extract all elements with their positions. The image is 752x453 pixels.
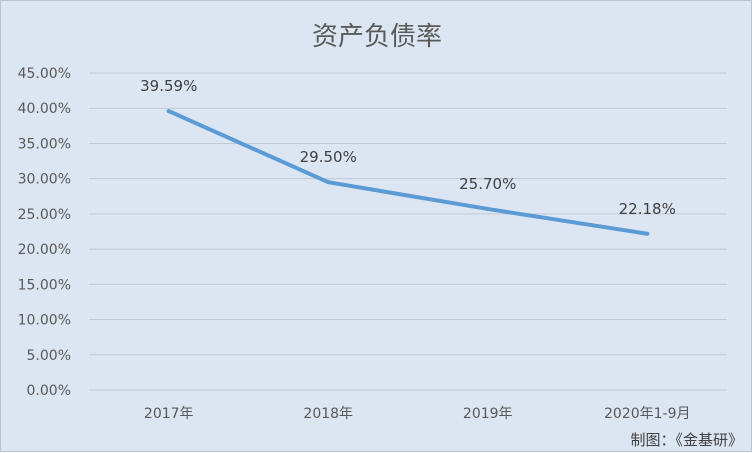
x-axis-ticks: 2017年 2018年 2019年 2020年1-9月 xyxy=(144,406,691,422)
y-tick-label: 20.00% xyxy=(18,242,71,258)
y-tick-label: 25.00% xyxy=(18,207,71,223)
data-label: 25.70% xyxy=(459,175,516,193)
data-point xyxy=(485,206,490,211)
y-tick-label: 15.00% xyxy=(18,277,71,293)
data-label: 39.59% xyxy=(140,77,197,95)
data-point xyxy=(166,109,171,114)
data-labels: 39.59% 29.50% 25.70% 22.18% xyxy=(140,77,676,218)
series-layer xyxy=(166,109,650,236)
y-tick-label: 5.00% xyxy=(27,348,71,364)
x-tick-label: 2018年 xyxy=(303,406,353,422)
y-tick-label: 45.00% xyxy=(18,66,71,82)
y-axis-ticks: 0.00% 5.00% 10.00% 15.00% 20.00% 25.00% 30.00%… xyxy=(18,66,71,399)
x-tick-label: 2017年 xyxy=(144,406,194,422)
y-tick-label: 0.00% xyxy=(27,383,71,399)
data-label: 29.50% xyxy=(300,148,357,166)
gridlines xyxy=(89,72,727,391)
chart-credit: 制图：《金基研》 xyxy=(630,431,743,449)
y-tick-label: 40.00% xyxy=(18,101,71,117)
y-tick-label: 30.00% xyxy=(18,172,71,188)
data-label: 22.18% xyxy=(619,200,676,218)
series-line xyxy=(166,109,650,236)
data-point xyxy=(326,180,331,185)
x-tick-label: 2020年1-9月 xyxy=(604,406,691,422)
y-tick-label: 35.00% xyxy=(18,136,71,152)
data-point xyxy=(645,231,650,236)
chart-title: 资产负债率 xyxy=(312,22,442,52)
y-tick-label: 10.00% xyxy=(18,313,71,329)
x-tick-label: 2019年 xyxy=(463,406,513,422)
